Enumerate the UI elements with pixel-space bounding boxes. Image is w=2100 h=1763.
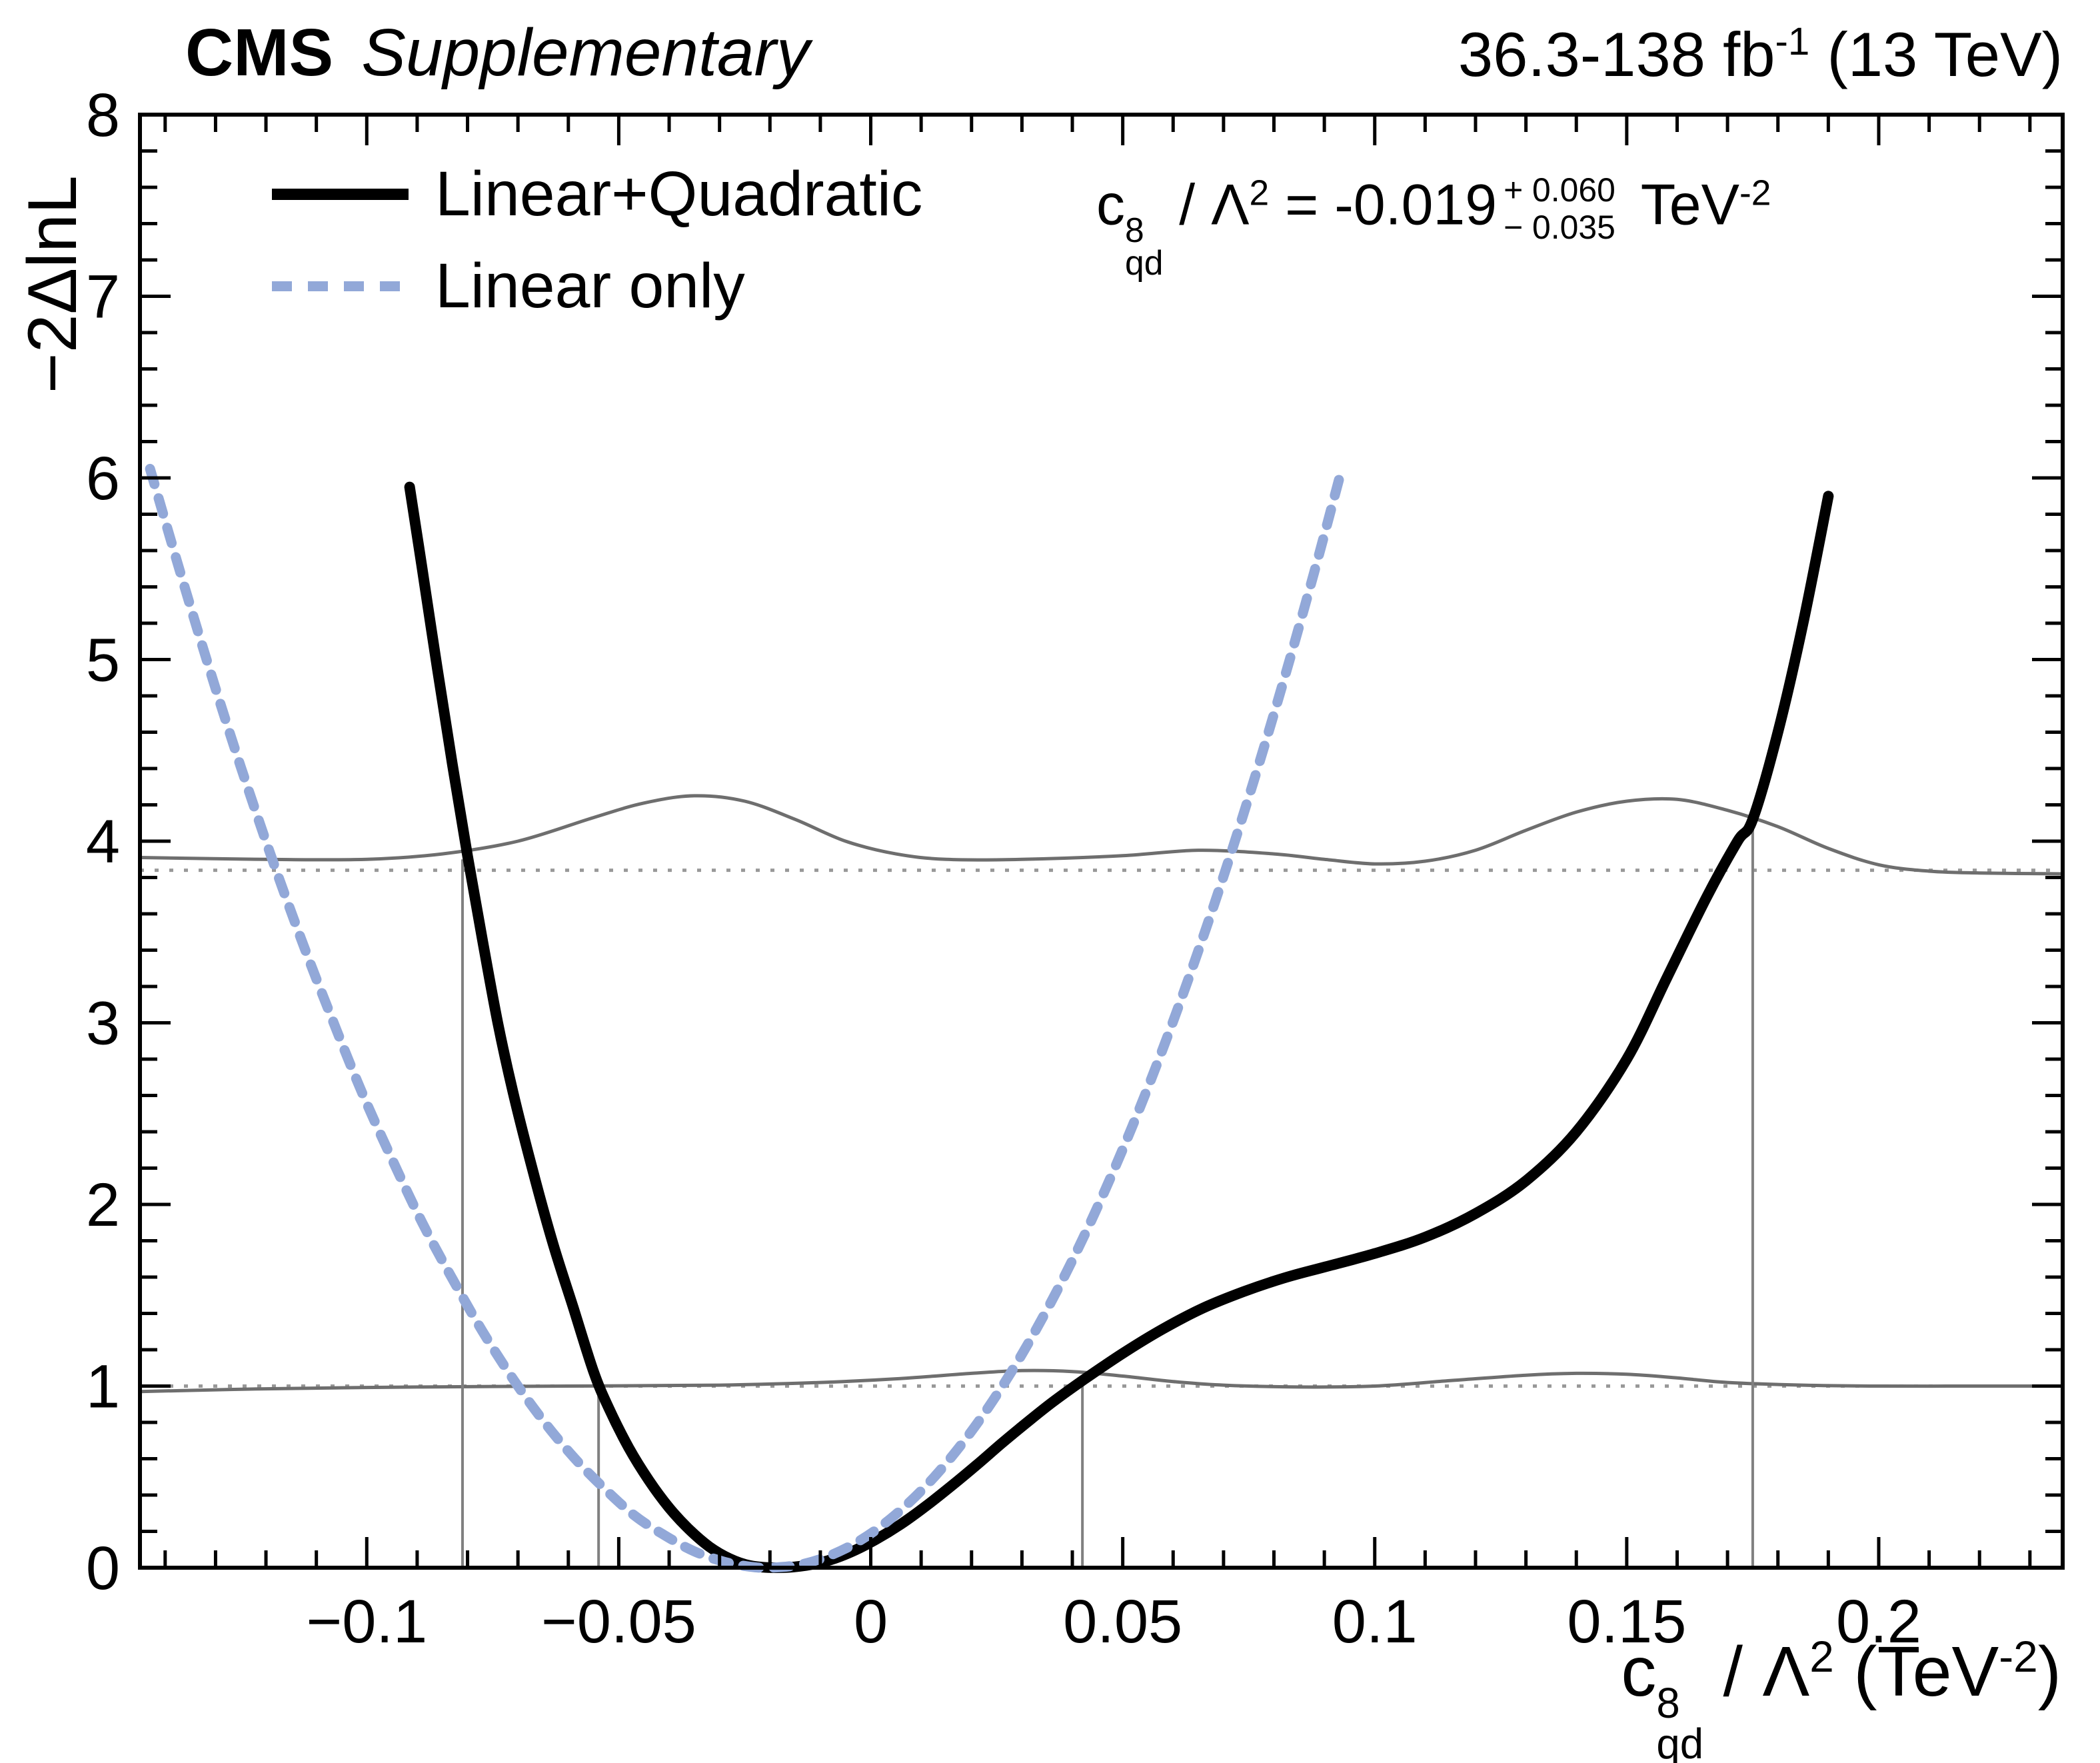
lambda-superscript: 2 [1249, 173, 1270, 213]
coeff-symbol: c [1096, 173, 1125, 237]
plot-frame [138, 113, 2065, 1570]
y-tick-label: 7 [86, 263, 120, 331]
x-coeff-symbol: c [1621, 1632, 1657, 1712]
x-lambda-superscript: 2 [1809, 1632, 1834, 1681]
x-unit-exponent: -2 [1999, 1632, 2038, 1681]
supplementary-label: Supplementary [361, 15, 810, 90]
lumi-text: 36.3-138 fb [1458, 19, 1775, 89]
x-unit-close: ) [2037, 1632, 2061, 1712]
unit-exponent: -2 [1739, 173, 1771, 213]
x-tick-label: 0.2 [1836, 1588, 1921, 1656]
error-down: − 0.035 [1504, 208, 1615, 246]
legend-item-linear-quadratic: Linear+Quadratic [272, 148, 922, 240]
coeff-subscript: qd [1125, 243, 1164, 283]
threshold-curve [139, 1368, 2063, 1394]
coeff-sup-sub: 8 qd [1125, 211, 1164, 283]
x-tick-label: 0.15 [1567, 1588, 1686, 1656]
threshold-curve [139, 794, 2063, 876]
header-left: CMS Supplementary [185, 15, 810, 91]
x-tick-label: 0.05 [1063, 1588, 1182, 1656]
x-tick-label: −0.1 [306, 1588, 427, 1656]
scan-curve-linear-only [145, 463, 1345, 1573]
solid-line-swatch [272, 188, 409, 200]
unit-label: TeV [1624, 173, 1739, 237]
y-tick-label: 0 [86, 1534, 120, 1602]
dashed-line-swatch [272, 281, 409, 291]
y-tick-label: 3 [86, 990, 120, 1058]
error-up: + 0.060 [1504, 171, 1615, 209]
x-axis-title: c 8 qd / Λ2 (TeV-2) [1621, 1632, 2061, 1763]
y-tick-label: 6 [86, 445, 120, 513]
x-slash: / [1703, 1632, 1763, 1712]
legend-item-linear-only: Linear only [272, 240, 922, 332]
scan-curve-linear-quadratic [404, 481, 1834, 1574]
experiment-label: CMS [185, 15, 334, 90]
legend-label-linear-quadratic: Linear+Quadratic [435, 158, 923, 229]
lambda-symbol: Λ [1211, 173, 1250, 237]
x-coeff-sup-sub: 8 qd [1656, 1680, 1704, 1763]
lumi-suffix: (13 TeV) [1809, 19, 2063, 89]
fit-result-annotation: c 8 qd / Λ2 = -0.019 + 0.060− 0.035 TeV-2 [1096, 171, 1771, 283]
legend: Linear+Quadratic Linear only [272, 148, 922, 332]
x-tick-label: 0.1 [1332, 1588, 1418, 1656]
y-tick-label: 4 [86, 808, 120, 876]
legend-label-linear-only: Linear only [435, 250, 745, 321]
y-axis-title: −2ΔlnL [14, 175, 91, 393]
central-value: -0.019 [1334, 173, 1498, 237]
y-tick-label: 2 [86, 1171, 120, 1239]
x-tick-label: 0 [854, 1588, 888, 1656]
lumi-exponent: -1 [1775, 19, 1810, 63]
luminosity-label: 36.3-138 fb-1 (13 TeV) [1458, 19, 2063, 91]
uncertainty-stack: + 0.060− 0.035 [1504, 171, 1615, 247]
slash: / [1163, 173, 1212, 237]
x-unit-prefix: (TeV [1833, 1632, 1999, 1712]
y-tick-label: 5 [86, 627, 120, 695]
y-tick-label: 8 [86, 81, 120, 149]
x-lambda-symbol: Λ [1762, 1632, 1810, 1712]
x-tick-label: −0.05 [541, 1588, 696, 1656]
equals-sign: = [1269, 173, 1335, 237]
x-coeff-subscript: qd [1656, 1720, 1704, 1763]
coeff-superscript: 8 [1125, 211, 1144, 250]
x-coeff-superscript: 8 [1656, 1680, 1680, 1728]
y-tick-label: 1 [86, 1353, 120, 1421]
